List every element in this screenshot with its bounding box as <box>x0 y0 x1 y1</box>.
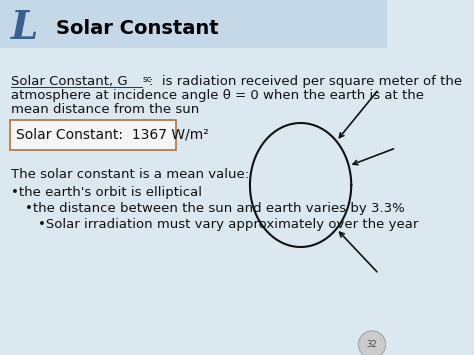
Text: L: L <box>11 9 38 48</box>
Text: •Solar irradiation must vary approximately over the year: •Solar irradiation must vary approximate… <box>37 218 418 231</box>
Text: mean distance from the sun: mean distance from the sun <box>11 103 200 116</box>
Text: sc: sc <box>142 75 152 84</box>
Text: Solar Constant, G: Solar Constant, G <box>11 75 128 88</box>
Text: Solar Constant: Solar Constant <box>55 18 218 38</box>
FancyBboxPatch shape <box>10 120 176 150</box>
Text: :  is radiation received per square meter of the: : is radiation received per square meter… <box>149 75 462 88</box>
Text: atmosphere at incidence angle θ = 0 when the earth is at the: atmosphere at incidence angle θ = 0 when… <box>11 89 424 102</box>
Text: 32: 32 <box>367 340 377 349</box>
Text: •the distance between the sun and earth varies by 3.3%: •the distance between the sun and earth … <box>25 202 404 215</box>
FancyBboxPatch shape <box>0 0 387 48</box>
Text: Solar Constant:  1367 W/m²: Solar Constant: 1367 W/m² <box>16 128 209 142</box>
Text: •the earth's orbit is elliptical: •the earth's orbit is elliptical <box>11 186 202 199</box>
Text: The solar constant is a mean value:: The solar constant is a mean value: <box>11 168 249 181</box>
